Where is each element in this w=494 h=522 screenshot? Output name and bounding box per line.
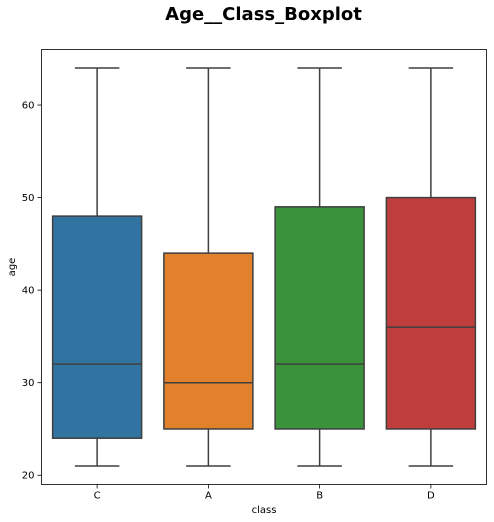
chart-title: Age__Class_Boxplot (165, 4, 362, 25)
y-tick-label: 50 (22, 193, 35, 204)
box-body (385, 196, 477, 430)
box-body (163, 252, 254, 430)
x-axis-label: class (252, 505, 277, 516)
x-tick-label: D (427, 491, 435, 502)
x-tick-label: A (205, 491, 212, 502)
box-group-D (385, 67, 477, 467)
box-body (274, 206, 365, 430)
y-tick-label: 60 (22, 101, 35, 112)
y-axis: 20 30 40 50 60 (22, 101, 42, 482)
boxes-layer (51, 67, 477, 467)
x-tick-label: B (316, 491, 323, 502)
box-group-C (51, 67, 143, 467)
x-tick-label: C (94, 491, 101, 502)
box-group-A (163, 67, 254, 467)
y-tick-label: 40 (22, 286, 35, 297)
plot-frame (41, 49, 487, 485)
y-axis-label: age (7, 258, 18, 277)
y-tick-label: 30 (22, 378, 35, 389)
box-body (51, 215, 143, 439)
y-tick-label: 20 (22, 471, 35, 482)
box-group-B (274, 67, 365, 467)
